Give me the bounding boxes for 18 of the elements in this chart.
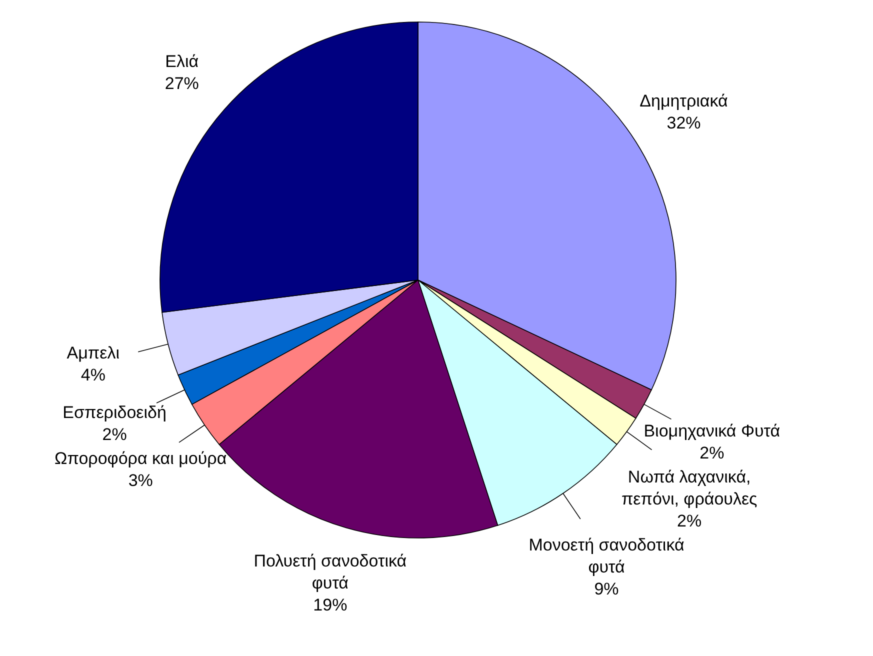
slice-label: Βιομηχανικά Φυτά [644, 422, 780, 441]
slice-label: Ωποροφόρα και μούρα [54, 448, 227, 468]
slice-label: Πολυετή σανοδοτικά φυτά [254, 551, 407, 592]
data-label: 4% [80, 365, 106, 384]
data-label: 9% [594, 580, 619, 599]
slice-label: Αμπελι [66, 343, 120, 362]
data-label: 2% [700, 444, 724, 463]
slice-label: Μονοετή σανοδοτικά φυτά [528, 536, 684, 577]
data-label: 32% [666, 113, 701, 132]
data-label: 27% [164, 74, 199, 93]
slice-label: Εσπεριδοειδή [62, 402, 166, 422]
data-label: 2% [677, 512, 702, 531]
data-label: 3% [128, 470, 153, 490]
data-label: 19% [313, 595, 348, 614]
slice-label: Νωπά λαχανικά, πεπόνι, φράουλες [621, 468, 758, 509]
slice-label: Ελιά [165, 52, 199, 71]
slice-label: Δημητριακά [640, 91, 728, 110]
data-label: 2% [102, 424, 127, 444]
